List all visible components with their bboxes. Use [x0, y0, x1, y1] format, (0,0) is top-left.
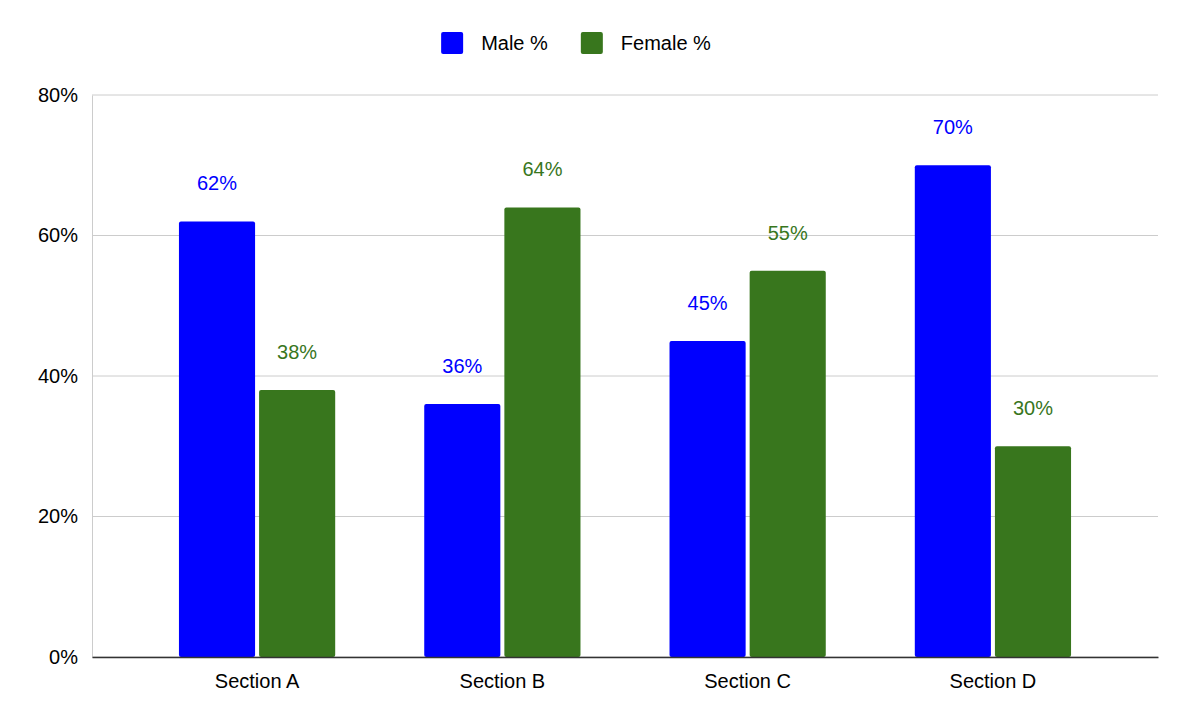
grid: [92, 95, 1158, 657]
bars: [179, 165, 1071, 657]
y-tick: 40%: [38, 365, 92, 387]
x-tick-label: Section D: [950, 670, 1037, 692]
bar: [504, 207, 580, 657]
data-labels: 62% 36% 45% 70% 38% 64% 55% 30%: [197, 116, 1053, 419]
legend-swatch: [441, 32, 463, 54]
bar: [750, 271, 826, 657]
y-tick: 60%: [38, 224, 92, 246]
y-tick-label: 20%: [38, 505, 78, 527]
bar: [915, 165, 991, 657]
data-label: 62%: [197, 172, 237, 194]
x-tick-label: Section C: [704, 670, 791, 692]
x-axis: Section A Section B Section C Section D: [93, 657, 1159, 692]
legend-label: Female %: [621, 32, 711, 54]
data-label: 64%: [522, 158, 562, 180]
legend-item: Female %: [581, 32, 711, 54]
data-label: 55%: [768, 222, 808, 244]
x-tick-label: Section A: [215, 670, 300, 692]
bar: [424, 404, 500, 657]
x-tick: Section A: [215, 657, 300, 692]
bar: [259, 390, 335, 657]
y-tick-label: 60%: [38, 224, 78, 246]
bar: [995, 446, 1071, 657]
y-tick-label: 0%: [49, 646, 78, 668]
x-tick: Section D: [950, 657, 1037, 692]
grid-line: [92, 95, 1158, 96]
legend-swatch: [581, 32, 603, 54]
chart: 0%20%40%60%80%Section ASection BSection …: [0, 0, 1187, 717]
x-tick-label: Section B: [460, 670, 546, 692]
y-tick-label: 40%: [38, 365, 78, 387]
x-tick: Section C: [704, 657, 791, 692]
data-label: 45%: [688, 292, 728, 314]
bar: [670, 341, 746, 657]
data-label: 38%: [277, 341, 317, 363]
legend: Male % Female %: [441, 32, 711, 54]
y-axis-line: [92, 96, 93, 658]
y-tick: 20%: [38, 505, 92, 527]
y-axis: 0% 20% 40% 60% 80%: [38, 84, 93, 668]
x-axis-line: [93, 657, 1159, 659]
x-tick: Section B: [460, 657, 546, 692]
data-label: 70%: [933, 116, 973, 138]
legend-item: Male %: [441, 32, 548, 54]
y-tick: 0%: [49, 646, 92, 668]
y-tick: 80%: [38, 84, 92, 106]
legend-label: Male %: [481, 32, 548, 54]
bar: [179, 221, 255, 657]
y-tick-label: 80%: [38, 84, 78, 106]
data-label: 30%: [1013, 397, 1053, 419]
data-label: 36%: [442, 355, 482, 377]
